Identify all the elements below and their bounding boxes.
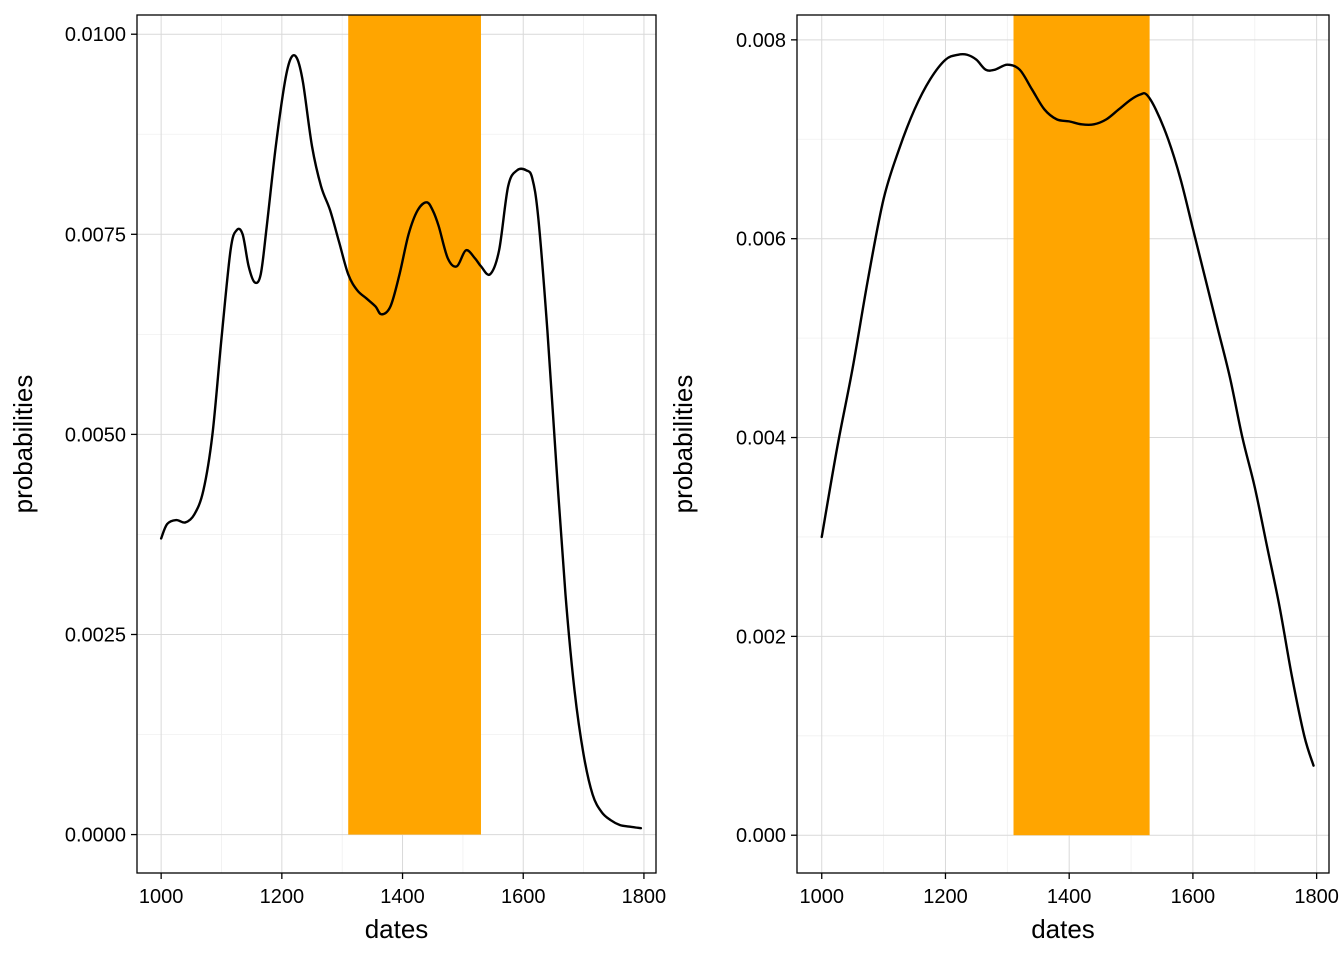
right-chart-x-axis-title: dates <box>1031 914 1095 944</box>
right-chart-y-tick-label: 0.008 <box>736 30 786 52</box>
left-chart-y-tick-label: 0.0000 <box>65 825 126 847</box>
left-chart-plot-frame <box>136 14 657 874</box>
left-chart-y-tick-label: 0.0100 <box>65 24 126 46</box>
left-chart-y-tick-label: 0.0025 <box>65 624 126 646</box>
left-chart-y-axis-title: probabilities <box>8 375 38 514</box>
right-chart-density-line <box>820 52 1315 767</box>
left-chart-highlight-band <box>348 15 481 835</box>
right-chart-y-tick-label: 0.002 <box>736 626 786 648</box>
right-chart-panel: 1000 1200 1400 1600 1800 0.000 0.002 0.004 0.006… <box>668 14 1339 944</box>
right-chart-highlight-band <box>1013 15 1150 836</box>
left-chart-y-tick-label: 0.0050 <box>65 424 126 446</box>
left-chart-x-tick-label: 1400 <box>380 886 425 908</box>
right-chart-plot-frame <box>796 14 1330 874</box>
left-chart-x-tick-label: 1600 <box>501 886 546 908</box>
left-chart-density-line <box>159 54 643 830</box>
left-chart-x-axis-title: dates <box>365 914 429 944</box>
left-chart-x-tick-label: 1000 <box>139 886 184 908</box>
left-chart-panel: 1000 1200 1400 1600 1800 0.0000 0.0025 0.0050 0.… <box>8 14 667 944</box>
right-chart-x-tick-label: 1800 <box>1294 886 1339 908</box>
right-chart-x-tick-label: 1600 <box>1171 886 1216 908</box>
right-chart-y-axis-title: probabilities <box>668 375 698 514</box>
left-chart-x-tick-label: 1200 <box>260 886 305 908</box>
right-chart-x-tick-label: 1000 <box>799 886 844 908</box>
left-chart-y-tick-label: 0.0075 <box>65 224 126 246</box>
right-chart-x-tick-label: 1200 <box>923 886 968 908</box>
right-chart-y-tick-label: 0.000 <box>736 825 786 847</box>
right-chart-y-tick-label: 0.004 <box>736 428 786 450</box>
left-chart-x-tick-label: 1800 <box>622 886 667 908</box>
right-chart-y-tick-label: 0.006 <box>736 229 786 251</box>
right-chart-x-tick-label: 1400 <box>1047 886 1092 908</box>
